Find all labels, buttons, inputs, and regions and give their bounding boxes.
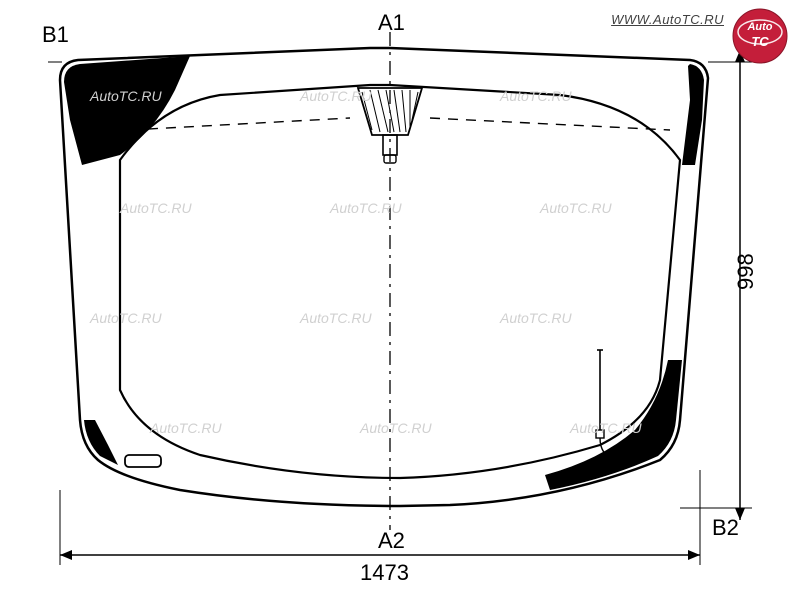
arrowhead — [60, 550, 72, 560]
svg-text:Auto: Auto — [746, 21, 772, 33]
dim-width-value: 1473 — [360, 560, 409, 585]
arrowhead — [688, 550, 700, 560]
label-b1: B1 — [42, 22, 69, 47]
diagram-container: AutoTC.RU AutoTC.RU AutoTC.RU AutoTC.RU … — [0, 0, 800, 600]
windshield-diagram: B1 A1 A2 B2 1473 998 — [0, 0, 800, 600]
svg-text:TC: TC — [751, 34, 769, 49]
logo: Auto TC — [732, 8, 788, 64]
dim-height-value: 998 — [733, 253, 758, 290]
label-a1: A1 — [378, 10, 405, 35]
corner-bottom-left — [84, 420, 118, 465]
wire — [596, 350, 615, 460]
corner-bottom-right — [545, 360, 682, 490]
label-a2: A2 — [378, 528, 405, 553]
dashed-top — [130, 118, 670, 130]
inner-contour — [120, 85, 680, 478]
site-url[interactable]: WWW.AutoTC.RU — [611, 12, 724, 27]
vin-slot — [125, 455, 161, 467]
corner-top-left — [64, 56, 190, 165]
corner-top-right — [682, 64, 704, 165]
label-b2: B2 — [712, 515, 739, 540]
